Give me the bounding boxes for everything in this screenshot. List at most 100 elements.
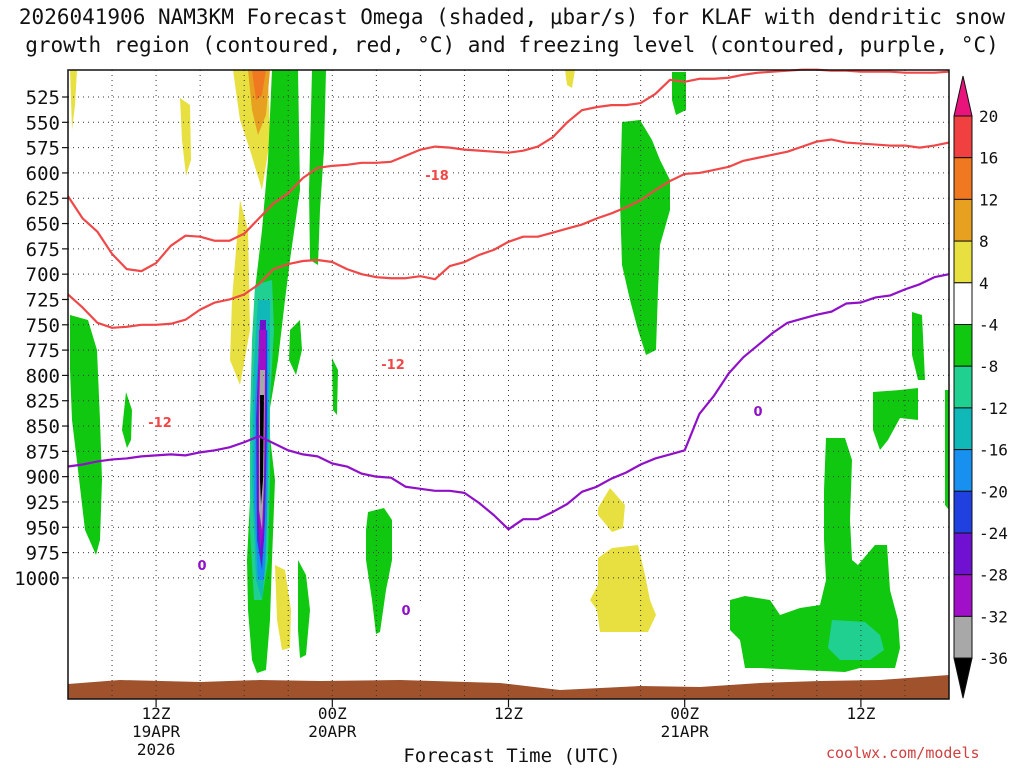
shading-region-19 — [912, 312, 925, 380]
x-tick-label-42-0: 00Z — [670, 704, 699, 723]
colorbar-bin-8 — [953, 407, 973, 451]
x-tick-label-30-0: 12Z — [494, 704, 523, 723]
contour-label-red-mid: -12 — [381, 358, 405, 373]
shading-region-10 — [332, 358, 338, 415]
colorbar-bottom-arrow — [953, 657, 973, 699]
colorbar-bin-13 — [953, 615, 973, 659]
contour-label-red-left-bg — [144, 413, 176, 429]
shading-region-20 — [945, 390, 949, 510]
x-tick-label-6-2: 2026 — [137, 740, 176, 759]
x-axis-label: Forecast Time (UTC) — [403, 745, 621, 767]
shading-region-4 — [70, 70, 77, 130]
shading-region-32 — [260, 395, 264, 505]
colorbar-bin-11 — [953, 532, 973, 576]
contour-label-red-top: -18 — [425, 169, 449, 184]
y-tick-label-725: 725 — [26, 289, 60, 311]
colorbar-label-13: -36 — [979, 649, 1008, 668]
shading-region-18 — [873, 388, 918, 450]
contour-red-minus12-b — [141, 138, 950, 326]
colorbar-label-10: -24 — [979, 524, 1008, 543]
y-tick-label-775: 775 — [26, 340, 60, 362]
x-tick-label-54-0: 12Z — [846, 704, 875, 723]
y-tick-label-650: 650 — [26, 214, 60, 236]
colorbar-bin-12 — [953, 574, 973, 617]
colorbar-label-3: 8 — [979, 232, 989, 251]
contour-label-purple-left: 0 — [197, 559, 206, 574]
contour-label-red-top-bg — [421, 166, 453, 182]
shading-region-13 — [366, 508, 392, 634]
chart-title-line2: growth region (contoured, red, °C) and f… — [25, 33, 999, 57]
shading-region-9 — [289, 320, 302, 375]
x-tick-label-18-1: 20APR — [308, 722, 357, 741]
y-tick-label-675: 675 — [26, 239, 60, 261]
colorbar-label-12: -32 — [979, 607, 1008, 626]
chart-title-line1: 2026041906 NAM3KM Forecast Omega (shaded… — [18, 5, 1006, 29]
contour-label-purple-right-bg — [742, 402, 774, 418]
y-axis: 525 550 575 600 625 650 675 700 725 750 775 800 825 8… — [14, 87, 68, 590]
omega-shading — [68, 70, 949, 699]
y-tick-label-600: 600 — [26, 163, 60, 185]
colorbar-label-4: 4 — [979, 274, 989, 293]
x-tick-label-6-1: 19APR — [132, 722, 181, 741]
colorbar-top-arrow — [953, 75, 973, 117]
colorbar-label-8: -16 — [979, 441, 1008, 460]
shading-region-3 — [180, 98, 191, 176]
x-tick-label-6-0: 12Z — [142, 704, 171, 723]
shading-region-21 — [828, 620, 884, 660]
y-tick-label-950: 950 — [26, 517, 60, 539]
colorbar-bin-6 — [953, 324, 973, 367]
shading-region-11 — [70, 315, 102, 555]
shading-region-6 — [230, 200, 250, 385]
colorbar-bin-9 — [953, 449, 973, 492]
shading-region-15 — [620, 120, 670, 355]
colorbar-label-6: -8 — [979, 357, 998, 376]
colorbar-label-11: -28 — [979, 566, 1008, 585]
y-tick-label-800: 800 — [26, 365, 60, 387]
contour-red-minus12-a — [67, 293, 142, 329]
colorbar-bin-2 — [953, 157, 973, 200]
colorbar-bin-1 — [953, 115, 973, 159]
colorbar-bin-10 — [953, 490, 973, 534]
y-tick-label-875: 875 — [26, 441, 60, 463]
y-tick-label-925: 925 — [26, 492, 60, 514]
contour-label-purple-left-bg — [186, 556, 218, 572]
shading-region-2 — [252, 70, 266, 100]
plot-frame — [67, 69, 950, 700]
y-tick-label-975: 975 — [26, 543, 60, 565]
y-tick-label-550: 550 — [26, 112, 60, 134]
y-tick-label-850: 850 — [26, 416, 60, 438]
colorbar-legend: 20 16 12 8 4 -4 -8 -12 -16 -20 -24 -28 -32 -36 — [953, 75, 1008, 699]
x-tick-label-42-1: 21APR — [661, 722, 710, 741]
contour-label-purple-right: 0 — [753, 405, 762, 420]
y-tick-label-700: 700 — [26, 264, 60, 286]
contour-label-purple-mid-bg — [390, 601, 422, 617]
colorbar-label-0: 20 — [979, 107, 998, 126]
shading-region-22 — [590, 545, 656, 632]
y-tick-label-825: 825 — [26, 391, 60, 413]
shading-region-14 — [298, 560, 310, 658]
y-tick-label-750: 750 — [26, 315, 60, 337]
contour-label-red-left: -12 — [148, 416, 172, 431]
colorbar-label-2: 12 — [979, 190, 998, 209]
shading-region-16 — [672, 72, 686, 115]
contour-label-red-mid-bg — [377, 355, 409, 371]
shading-region-17 — [730, 438, 900, 672]
y-tick-label-575: 575 — [26, 138, 60, 160]
contour-lines: -18 -12 -12 0 0 0 — [67, 68, 950, 619]
grid-lines — [67, 70, 950, 699]
y-tick-label-525: 525 — [26, 87, 60, 109]
shading-region-12 — [122, 392, 132, 448]
colorbar-label-9: -20 — [979, 482, 1008, 501]
shading-region-5 — [565, 70, 575, 88]
colorbar-bin-3 — [953, 198, 973, 242]
contour-label-purple-mid: 0 — [401, 604, 410, 619]
contour-purple-zero — [67, 273, 950, 531]
colorbar-bin-7 — [953, 365, 973, 409]
shading-region-24 — [275, 565, 291, 650]
y-tick-label-1000: 1000 — [14, 568, 60, 590]
colorbar-label-7: -12 — [979, 399, 1008, 418]
shading-region-1 — [248, 70, 270, 135]
y-tick-label-900: 900 — [26, 467, 60, 489]
